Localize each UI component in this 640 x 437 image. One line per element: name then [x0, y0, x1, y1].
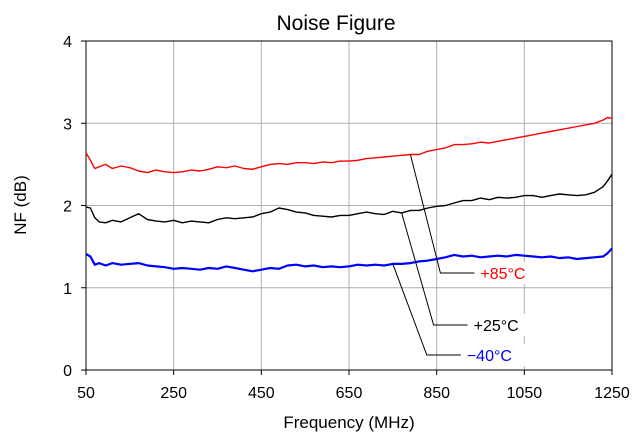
series-line: [85, 247, 613, 273]
x-tick-label: 50: [77, 385, 95, 402]
callout-label: +85°C: [480, 266, 525, 283]
x-axis-label: Frequency (MHz): [283, 413, 414, 432]
y-tick-label: 1: [63, 281, 72, 298]
callout-label: −40°C: [467, 348, 512, 365]
callout-label-bg: [476, 262, 547, 284]
y-tick-label: 3: [63, 116, 72, 133]
callout-leader-line: [401, 212, 468, 326]
x-tick-label: 650: [336, 385, 363, 402]
x-tick-label: 450: [248, 385, 275, 402]
y-tick-label: 0: [63, 363, 72, 380]
y-tick-label: 2: [63, 199, 72, 216]
x-tick-labels: 50 250 450 650 850 1050 1250: [77, 370, 630, 402]
callout-label-bg: [469, 314, 540, 336]
legend-callouts: +85°C +25°C −40°C: [392, 154, 547, 366]
y-tick-labels: 0 1 2 3 4: [63, 34, 86, 380]
grid-lines: [86, 41, 612, 370]
series-line: [85, 116, 613, 174]
x-tick-label: 250: [160, 385, 187, 402]
callout-leader-line: [392, 263, 461, 356]
x-tick-label: 1050: [507, 385, 543, 402]
series-lines: [85, 116, 613, 273]
callout-label: +25°C: [474, 318, 519, 335]
callout-leader-line: [409, 154, 475, 274]
y-tick-label: 4: [63, 34, 72, 51]
series-line: [85, 173, 613, 224]
chart-title: Noise Figure: [276, 12, 395, 35]
x-tick-label: 850: [423, 385, 450, 402]
y-axis-label: NF (dB): [11, 175, 30, 235]
x-tick-label: 1250: [594, 385, 630, 402]
callout-label-bg: [462, 344, 533, 366]
